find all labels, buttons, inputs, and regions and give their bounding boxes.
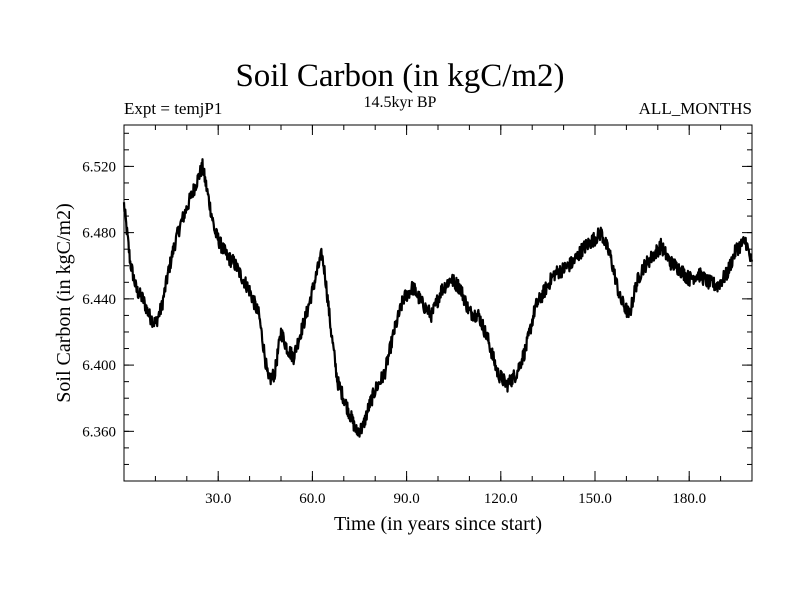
y-tick-label: 6.480 <box>82 226 116 242</box>
y-axis-label: Soil Carbon (in kgC/m2) <box>53 203 75 402</box>
experiment-label: Expt = temjP1 <box>124 99 223 118</box>
x-tick-label: 60.0 <box>299 491 325 507</box>
x-tick-label: 90.0 <box>393 491 419 507</box>
tick-labels: 6.360 6.400 6.440 6.480 6.520 30.0 60.0 90.0 120… <box>82 159 706 507</box>
series-line <box>122 158 754 438</box>
x-tick-label: 120.0 <box>484 491 518 507</box>
x-tick-label: 150.0 <box>578 491 612 507</box>
x-tick-label: 30.0 <box>205 491 231 507</box>
chart-title: Soil Carbon (in kgC/m2) <box>235 58 565 94</box>
y-tick-label: 6.360 <box>82 424 116 440</box>
y-tick-label: 6.440 <box>82 292 116 308</box>
period-label: 14.5kyr BP <box>363 94 437 111</box>
y-tick-label: 6.520 <box>82 159 116 175</box>
x-tick-label: 180.0 <box>672 491 706 507</box>
x-axis-label: Time (in years since start) <box>334 513 542 535</box>
y-tick-label: 6.400 <box>82 358 116 374</box>
months-label: ALL_MONTHS <box>638 99 752 118</box>
